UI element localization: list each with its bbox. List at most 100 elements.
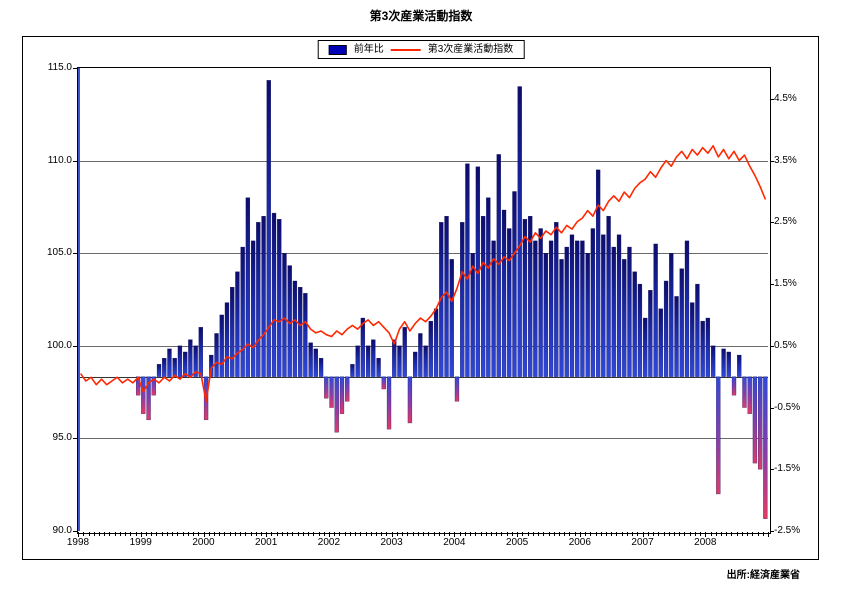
x-axis-tick-label: 2001 xyxy=(255,537,278,548)
tick-mark xyxy=(172,532,174,536)
bar xyxy=(658,308,663,377)
tick-mark xyxy=(770,284,774,286)
tick-mark xyxy=(443,532,445,536)
right-axis-tick-label: -0.5% xyxy=(774,401,801,413)
bar xyxy=(371,339,376,377)
tick-mark xyxy=(590,532,592,536)
tick-mark xyxy=(198,532,200,536)
tick-mark xyxy=(679,532,681,536)
tick-mark xyxy=(203,532,205,537)
bar xyxy=(763,376,768,519)
bar xyxy=(256,222,261,377)
tick-mark xyxy=(402,532,404,536)
left-axis-tick-label: 105.0 xyxy=(46,247,72,259)
tick-mark xyxy=(334,532,336,536)
bar xyxy=(538,228,543,377)
bar xyxy=(355,345,360,377)
x-axis-tick-label: 2008 xyxy=(694,537,717,548)
tick-mark xyxy=(255,532,257,536)
bar xyxy=(214,333,219,377)
left-axis-tick-label: 100.0 xyxy=(46,339,72,351)
tick-mark xyxy=(276,532,278,536)
bar xyxy=(449,259,454,377)
tick-mark xyxy=(485,532,487,536)
plot-canvas xyxy=(78,68,768,531)
tick-mark xyxy=(73,68,77,69)
bar xyxy=(193,345,198,377)
tick-mark xyxy=(318,532,320,536)
bar xyxy=(559,259,564,377)
bar xyxy=(752,376,758,464)
bar xyxy=(543,253,548,377)
tick-mark xyxy=(98,532,100,536)
bar xyxy=(653,243,658,377)
bar xyxy=(444,216,449,377)
tick-mark xyxy=(616,532,618,536)
tick-mark xyxy=(694,532,696,536)
x-axis-tick-label: 2005 xyxy=(505,537,529,548)
bar xyxy=(622,259,627,377)
tick-mark xyxy=(412,532,414,536)
tick-mark xyxy=(632,532,634,536)
bar xyxy=(564,246,569,377)
bar xyxy=(303,293,308,377)
bar xyxy=(695,283,700,377)
tick-mark xyxy=(83,532,85,536)
x-axis-tick-label: 2004 xyxy=(443,537,466,548)
bar xyxy=(308,342,313,377)
tick-mark xyxy=(297,532,299,536)
bar xyxy=(491,240,496,377)
bar xyxy=(365,345,371,377)
bar xyxy=(606,216,611,377)
tick-mark xyxy=(543,532,545,536)
bar xyxy=(172,357,177,377)
tick-mark xyxy=(585,532,586,536)
tick-mark xyxy=(668,532,670,536)
tick-mark xyxy=(637,532,639,536)
bar xyxy=(392,339,397,377)
bar xyxy=(684,240,690,377)
bar xyxy=(548,240,554,377)
tick-mark xyxy=(187,532,189,536)
tick-mark xyxy=(757,532,759,536)
bar xyxy=(266,80,271,377)
legend: 前年比 第3次産業活動指数 xyxy=(317,40,525,59)
tick-mark xyxy=(73,160,77,162)
bar xyxy=(381,376,386,390)
bar xyxy=(528,216,533,377)
tick-mark xyxy=(281,532,283,536)
tick-mark xyxy=(219,532,221,536)
legend-bar-label: 前年比 xyxy=(353,44,384,55)
bar xyxy=(407,376,413,424)
tick-mark xyxy=(600,532,602,536)
source-note: 出所:経済産業省 xyxy=(726,570,800,581)
legend-line-label: 第3次産業活動指数 xyxy=(427,44,514,55)
x-axis-tick-label: 2003 xyxy=(380,537,403,548)
tick-mark xyxy=(349,532,351,536)
tick-mark xyxy=(370,532,372,536)
bar xyxy=(637,283,643,377)
tick-mark xyxy=(417,532,419,536)
bar xyxy=(747,376,752,414)
tick-mark xyxy=(579,532,581,537)
bar xyxy=(643,317,648,377)
tick-mark xyxy=(663,532,665,536)
bar xyxy=(716,376,721,495)
bar xyxy=(595,169,601,377)
right-axis-tick-label: 2.5% xyxy=(774,216,797,228)
tick-mark xyxy=(736,532,738,536)
tick-mark xyxy=(606,532,607,536)
tick-mark xyxy=(292,532,294,536)
left-axis-tick-label: 115.0 xyxy=(47,62,72,73)
tick-mark xyxy=(161,532,163,536)
bar xyxy=(177,345,183,377)
tick-mark xyxy=(611,532,613,536)
bar xyxy=(271,212,277,377)
tick-mark xyxy=(407,532,409,536)
bar xyxy=(360,317,366,377)
bar xyxy=(183,351,188,377)
bar xyxy=(690,302,695,377)
tick-mark xyxy=(229,532,231,536)
tick-mark xyxy=(224,532,226,536)
bar xyxy=(188,339,193,377)
